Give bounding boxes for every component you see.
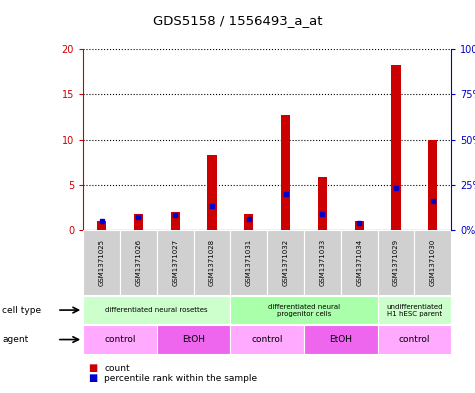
Bar: [428, 140, 437, 230]
Bar: [157, 325, 230, 354]
Text: GSM1371030: GSM1371030: [430, 239, 436, 286]
Bar: [244, 214, 253, 230]
Bar: [318, 178, 327, 230]
Bar: [157, 230, 194, 295]
Bar: [134, 214, 143, 230]
Text: GSM1371029: GSM1371029: [393, 239, 399, 286]
Bar: [304, 325, 378, 354]
Text: GDS5158 / 1556493_a_at: GDS5158 / 1556493_a_at: [153, 14, 322, 27]
Text: control: control: [104, 335, 136, 344]
Bar: [83, 230, 120, 295]
Text: undifferentiated
H1 hESC parent: undifferentiated H1 hESC parent: [386, 303, 443, 317]
Bar: [83, 325, 157, 354]
Bar: [391, 65, 400, 230]
Text: control: control: [251, 335, 283, 344]
Text: differentiated neural
progenitor cells: differentiated neural progenitor cells: [268, 303, 340, 317]
Bar: [83, 296, 230, 324]
Bar: [378, 325, 451, 354]
Bar: [208, 155, 217, 230]
Bar: [281, 115, 290, 230]
Text: percentile rank within the sample: percentile rank within the sample: [104, 374, 257, 383]
Bar: [414, 230, 451, 295]
Text: control: control: [399, 335, 430, 344]
Text: agent: agent: [2, 335, 28, 344]
Text: EtOH: EtOH: [182, 335, 205, 344]
Bar: [171, 212, 180, 230]
Text: GSM1371027: GSM1371027: [172, 239, 178, 286]
Bar: [378, 230, 414, 295]
Bar: [97, 221, 106, 230]
Bar: [194, 230, 230, 295]
Bar: [267, 230, 304, 295]
Bar: [355, 221, 364, 230]
Text: GSM1371033: GSM1371033: [319, 239, 325, 286]
Text: GSM1371031: GSM1371031: [246, 239, 252, 286]
Text: GSM1371025: GSM1371025: [98, 239, 104, 286]
Text: ■: ■: [88, 363, 97, 373]
Text: cell type: cell type: [2, 306, 41, 314]
Bar: [230, 230, 267, 295]
Text: GSM1371032: GSM1371032: [283, 239, 289, 286]
Bar: [304, 230, 341, 295]
Text: EtOH: EtOH: [329, 335, 352, 344]
Bar: [230, 296, 378, 324]
Text: ■: ■: [88, 373, 97, 384]
Bar: [230, 325, 304, 354]
Text: GSM1371026: GSM1371026: [135, 239, 142, 286]
Text: differentiated neural rosettes: differentiated neural rosettes: [105, 307, 208, 313]
Bar: [120, 230, 157, 295]
Text: count: count: [104, 364, 130, 373]
Bar: [378, 296, 451, 324]
Text: GSM1371034: GSM1371034: [356, 239, 362, 286]
Bar: [341, 230, 378, 295]
Text: GSM1371028: GSM1371028: [209, 239, 215, 286]
